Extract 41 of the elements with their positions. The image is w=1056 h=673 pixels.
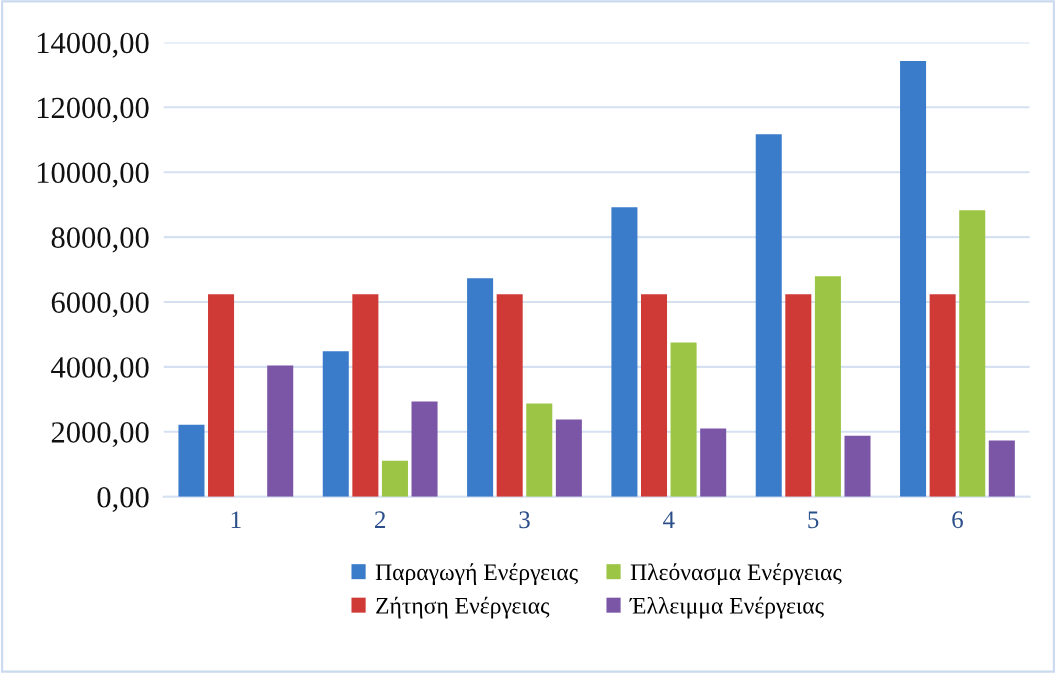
- y-tick-label: 6000,00: [51, 292, 149, 318]
- y-tick-label: 0,00: [97, 486, 149, 512]
- y-tick-label: 10000,00: [37, 162, 149, 188]
- x-tick-label: 4: [663, 511, 675, 528]
- bar: [381, 460, 408, 497]
- bar: [555, 419, 582, 497]
- bar: [322, 351, 349, 497]
- x-tick-label: 5: [808, 511, 819, 529]
- bar: [959, 210, 986, 497]
- y-tick-label: 2000,00: [51, 422, 149, 448]
- bar: [700, 428, 727, 497]
- bar: [900, 60, 927, 497]
- x-tick-label: 2: [375, 511, 386, 528]
- x-tick-label: 1: [231, 511, 241, 528]
- bar: [526, 403, 553, 497]
- bar: [496, 294, 523, 497]
- y-tick-label: 8000,00: [51, 227, 149, 253]
- bar: [785, 294, 812, 497]
- legend-label: Ζήτηση Ενέργειας: [376, 596, 550, 619]
- bar: [929, 294, 956, 497]
- bar: [640, 294, 668, 497]
- y-tick-label: 4000,00: [51, 357, 149, 383]
- bar: [467, 278, 494, 497]
- bar: [988, 440, 1015, 497]
- bar: [352, 294, 379, 497]
- bar: [178, 424, 205, 497]
- legend-label: Πλεόνασμα Ενέργειας: [630, 563, 842, 586]
- x-tick-label: 6: [952, 511, 963, 529]
- legend-label: Παραγωγή Ενέργειας: [375, 563, 578, 586]
- legend-label: Έλλειμμα Ενέργειας: [629, 596, 824, 619]
- bar: [411, 401, 438, 497]
- y-tick-label: 12000,00: [37, 97, 149, 123]
- bar: [670, 342, 697, 497]
- bar: [208, 294, 235, 497]
- bar: [755, 134, 782, 497]
- bar: [267, 365, 294, 497]
- y-tick-label: 14000,00: [37, 32, 149, 58]
- bar: [611, 207, 638, 497]
- bar: [844, 435, 871, 497]
- bar: [814, 276, 841, 497]
- x-tick-label: 3: [519, 511, 530, 529]
